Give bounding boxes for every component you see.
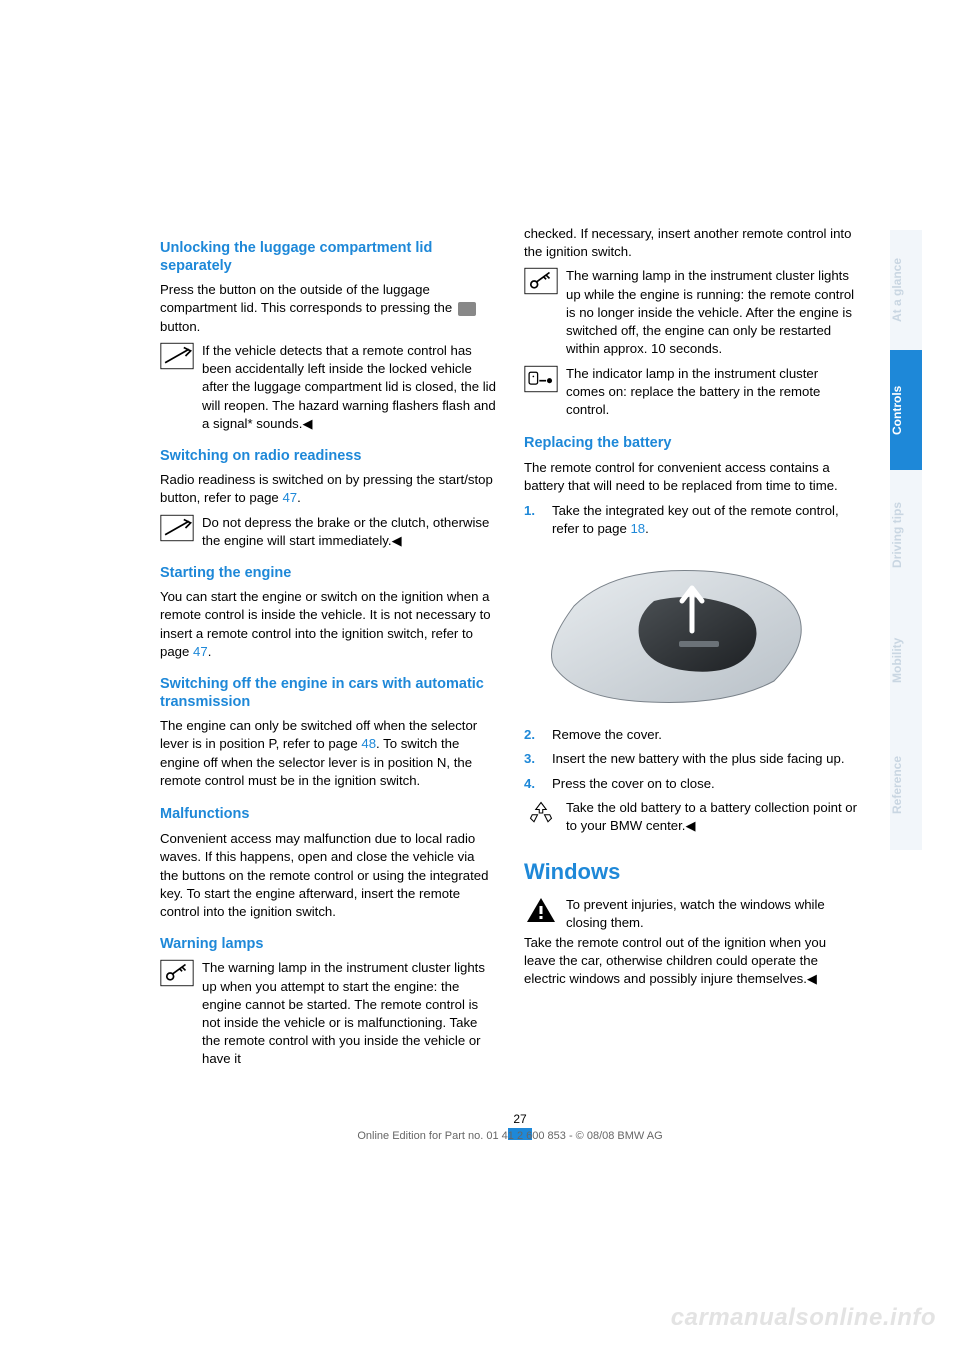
para-start: You can start the engine or switch on th… [160,588,496,661]
note-text: The warning lamp in the instrument clust… [202,959,496,1068]
heading-replacing-battery: Replacing the battery [524,433,860,453]
text: Press the button on the outside of the l… [160,282,456,315]
tab-mobility[interactable]: Mobility [890,600,922,720]
list-item: 3. Insert the new battery with the plus … [524,750,860,768]
step-number: 2. [524,726,542,744]
note-warning-lamp-running: The warning lamp in the instrument clust… [524,267,860,358]
heading-windows: Windows [524,857,860,887]
text: Take the integrated key out of the remot… [552,503,839,536]
warning-triangle-icon [524,896,558,924]
side-tabs: At a glance Controls Driving tips Mobili… [890,230,922,850]
heading-radio-readiness: Switching on radio readiness [160,447,496,465]
page-number: 27 [490,1112,550,1126]
heading-switch-off: Switching off the engine in cars with au… [160,675,496,711]
tab-driving-tips[interactable]: Driving tips [890,470,922,600]
left-column: Unlocking the luggage compartment lid se… [160,225,496,1069]
note-text: If the vehicle detects that a remote con… [202,342,496,433]
para-replace: The remote control for convenient access… [524,459,860,495]
step-number: 1. [524,502,542,538]
battery-steps-list: 1. Take the integrated key out of the re… [524,502,860,538]
step-text: Remove the cover. [552,726,860,744]
tab-at-a-glance[interactable]: At a glance [890,230,922,350]
list-item: 2. Remove the cover. [524,726,860,744]
para-radio: Radio readiness is switched on by pressi… [160,471,496,507]
text: . [208,644,212,659]
remote-battery-icon [524,365,558,393]
step-number: 3. [524,750,542,768]
remote-control-illustration [524,546,824,716]
tab-controls[interactable]: Controls [890,350,922,470]
text: Radio readiness is switched on by pressi… [160,472,493,505]
page-link-47[interactable]: 47 [282,490,297,505]
step-text: Insert the new battery with the plus sid… [552,750,860,768]
para-unlock: Press the button on the outside of the l… [160,281,496,336]
recycle-icon [524,799,558,827]
heading-malfunctions: Malfunctions [160,804,496,824]
trunk-button-icon [458,302,476,316]
note-text: Take the old battery to a battery collec… [566,799,860,835]
text: . [645,521,649,536]
note-text: The warning lamp in the instrument clust… [566,267,860,358]
para-malfunctions: Convenient access may malfunction due to… [160,830,496,921]
note-text: Do not depress the brake or the clutch, … [202,514,496,550]
text: button. [160,319,200,334]
note-text: To prevent injuries, watch the windows w… [566,896,860,989]
step-text: Take the integrated key out of the remot… [552,502,860,538]
battery-steps-list-cont: 2. Remove the cover. 3. Insert the new b… [524,726,860,793]
note-indicator-battery: The indicator lamp in the instrument clu… [524,365,860,420]
note-warning-lamp-start: The warning lamp in the instrument clust… [160,959,496,1068]
para-switchoff: The engine can only be switched off when… [160,717,496,790]
step-text: Press the cover on to close. [552,775,860,793]
info-triangle-icon [160,514,194,542]
page-link-18[interactable]: 18 [630,521,645,536]
footer-edition: Online Edition for Part no. 01 41 2 600 … [160,1130,860,1142]
info-triangle-icon [160,342,194,370]
heading-unlock-luggage: Unlocking the luggage compartment lid se… [160,239,496,275]
key-warning-icon [524,267,558,295]
list-item: 1. Take the integrated key out of the re… [524,502,860,538]
heading-start-engine: Starting the engine [160,564,496,582]
page-link-47b[interactable]: 47 [193,644,208,659]
note-windows-warning: To prevent injuries, watch the windows w… [524,896,860,989]
para-checked: checked. If necessary, insert another re… [524,225,860,261]
text: Take the remote control out of the ignit… [524,934,860,989]
tab-reference[interactable]: Reference [890,720,922,850]
text: To prevent injuries, watch the windows w… [566,897,825,930]
text: . [297,490,301,505]
note-luggage-reopen: If the vehicle detects that a remote con… [160,342,496,433]
list-item: 4. Press the cover on to close. [524,775,860,793]
note-text: The indicator lamp in the instrument clu… [566,365,860,420]
note-radio: Do not depress the brake or the clutch, … [160,514,496,550]
key-warning-icon [160,959,194,987]
watermark: carmanualsonline.info [671,1304,936,1332]
note-recycle: Take the old battery to a battery collec… [524,799,860,835]
step-number: 4. [524,775,542,793]
page-link-48[interactable]: 48 [361,736,376,751]
heading-warning-lamps: Warning lamps [160,935,496,953]
right-column: checked. If necessary, insert another re… [524,225,860,1069]
